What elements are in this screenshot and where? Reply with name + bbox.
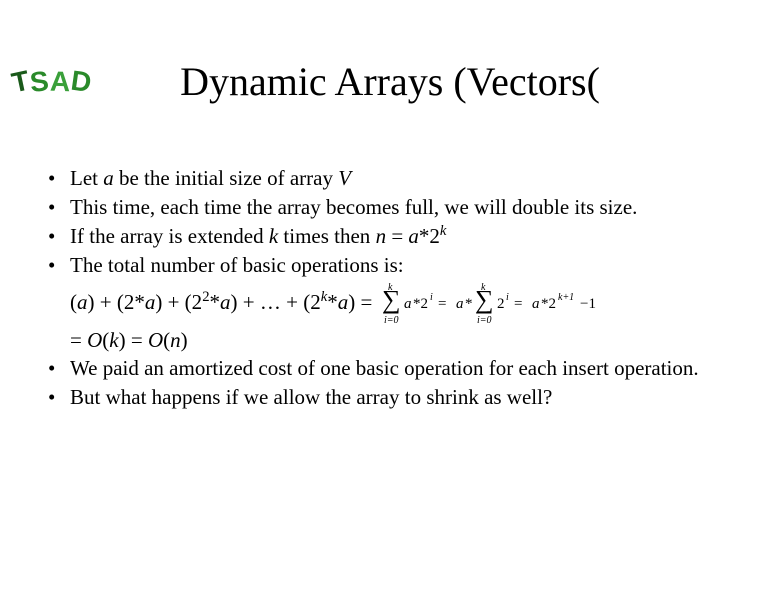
svg-text:a: a bbox=[404, 296, 412, 312]
logo-char-2: S bbox=[28, 65, 51, 99]
svg-text:=: = bbox=[514, 296, 522, 312]
big-o: O bbox=[148, 328, 163, 352]
summation-formula: ∑ i=0 k a *2 i = a * ∑ i=0 k 2 i = a *2 … bbox=[382, 281, 652, 325]
var-n: n bbox=[376, 224, 387, 248]
var-n: n bbox=[170, 328, 181, 352]
slide-title: Dynamic Arrays (Vectors( bbox=[0, 58, 780, 105]
bullet-list-2: We paid an amortized cost of one basic o… bbox=[48, 355, 750, 411]
bullet-1: Let a be the initial size of array V bbox=[48, 165, 750, 192]
var-a: a bbox=[103, 166, 114, 190]
svg-text:2: 2 bbox=[497, 296, 505, 312]
svg-text:a: a bbox=[532, 296, 540, 312]
logo-char-4: D bbox=[69, 65, 94, 100]
big-o: O bbox=[87, 328, 102, 352]
exp: 2 bbox=[202, 289, 209, 305]
bullet-5: We paid an amortized cost of one basic o… bbox=[48, 355, 750, 382]
text: times then bbox=[278, 224, 375, 248]
var-a: a bbox=[338, 290, 349, 314]
var-a: a bbox=[145, 290, 156, 314]
text: ) bbox=[181, 328, 188, 352]
text: (a) + (2*a) + (22*a) + … + (2k*a) = bbox=[70, 290, 372, 314]
var-a: a bbox=[408, 224, 419, 248]
bullet-2: This time, each time the array becomes f… bbox=[48, 194, 750, 221]
slide-body: Let a be the initial size of array V Thi… bbox=[0, 165, 780, 411]
var-v: V bbox=[338, 166, 351, 190]
svg-text:i: i bbox=[430, 292, 433, 303]
svg-text:i=0: i=0 bbox=[477, 315, 492, 325]
exp-k: k bbox=[440, 223, 447, 239]
svg-text:*2: *2 bbox=[413, 296, 428, 312]
var-k: k bbox=[269, 224, 278, 248]
var-k: k bbox=[109, 328, 118, 352]
text: ) = bbox=[119, 328, 148, 352]
svg-text:*2: *2 bbox=[541, 296, 556, 312]
svg-text:k: k bbox=[481, 282, 486, 293]
var-a: a bbox=[220, 290, 231, 314]
formula-line-2: = O(k) = O(n) bbox=[48, 327, 750, 354]
svg-text:i: i bbox=[506, 292, 509, 303]
bullet-4: The total number of basic operations is: bbox=[48, 252, 750, 279]
exp-k: k bbox=[321, 289, 328, 305]
bullet-6: But what happens if we allow the array t… bbox=[48, 384, 750, 411]
svg-text:*: * bbox=[465, 296, 473, 312]
text: Let bbox=[70, 166, 103, 190]
text: *2 bbox=[419, 224, 440, 248]
var-a: a bbox=[77, 290, 88, 314]
formula-line-1: (a) + (2*a) + (22*a) + … + (2k*a) = ∑ i=… bbox=[48, 281, 750, 325]
logo: TSAD bbox=[12, 66, 92, 98]
bullet-list: Let a be the initial size of array V Thi… bbox=[48, 165, 750, 279]
text: = bbox=[70, 328, 87, 352]
bullet-3: If the array is extended k times then n … bbox=[48, 223, 750, 250]
svg-text:k: k bbox=[388, 282, 393, 293]
svg-text:a: a bbox=[456, 296, 464, 312]
text: If the array is extended bbox=[70, 224, 269, 248]
svg-text:k+1: k+1 bbox=[558, 292, 574, 303]
text: be the initial size of array bbox=[114, 166, 339, 190]
svg-text:i=0: i=0 bbox=[384, 315, 399, 325]
svg-text:−1: −1 bbox=[580, 296, 596, 312]
svg-text:=: = bbox=[438, 296, 446, 312]
text: = bbox=[386, 224, 408, 248]
lhs: (a) + (2*a) + (22*a) + … + (2k*a) = bbox=[70, 289, 372, 316]
